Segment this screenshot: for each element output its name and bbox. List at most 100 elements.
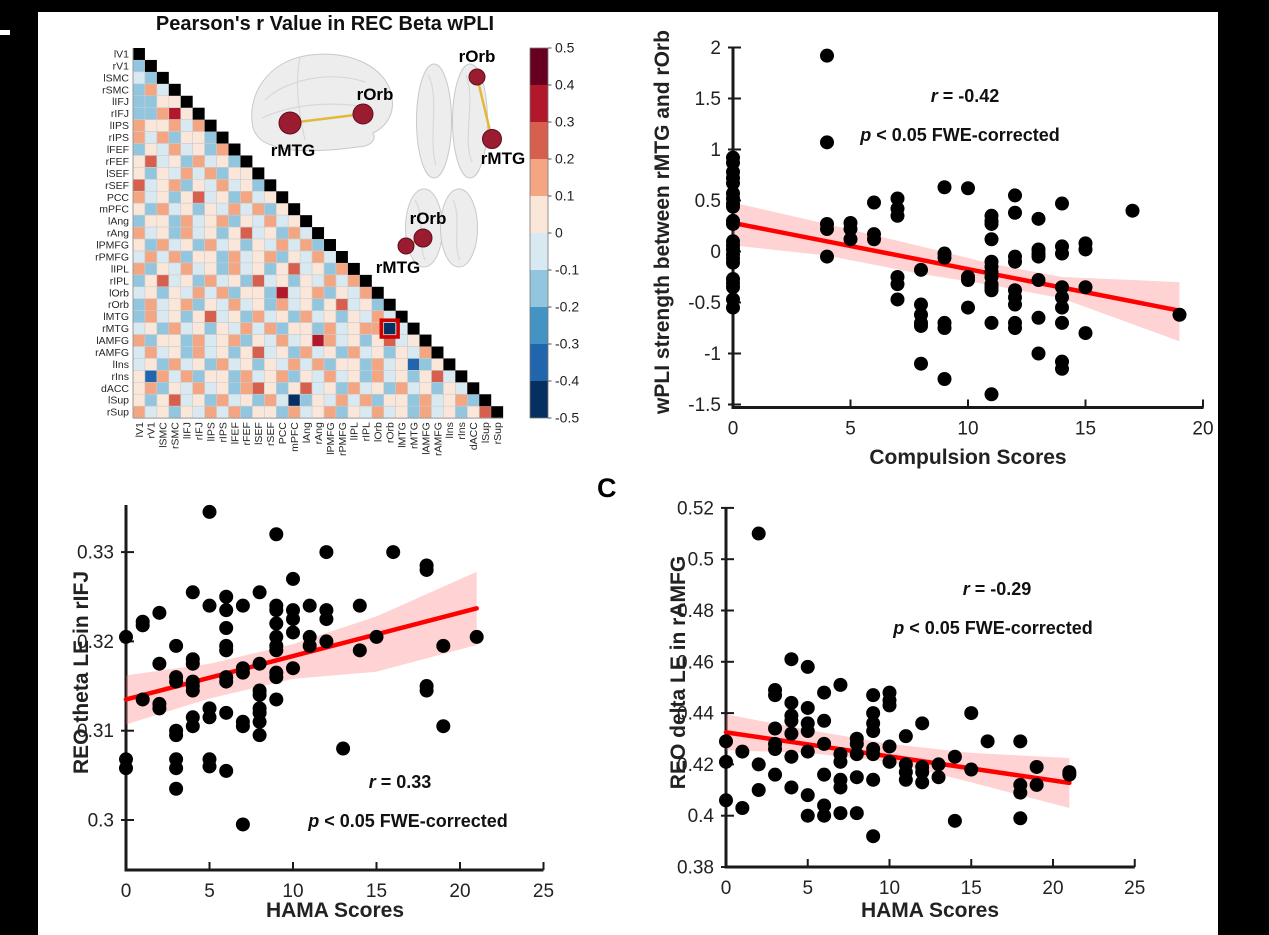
heatmap-cell: [323, 286, 337, 300]
y-tick-label: 0.52: [677, 498, 714, 519]
y-tick-label: 0.31: [77, 721, 114, 742]
heatmap-cell: [299, 370, 313, 383]
heatmap-cell: [335, 298, 349, 311]
row-label: rIFJ: [111, 108, 129, 120]
heatmap-cell: [287, 322, 301, 335]
data-point: [1031, 273, 1046, 288]
col-label: lSMC: [158, 422, 170, 448]
heatmap-cell: [323, 370, 337, 383]
data-point: [768, 688, 783, 703]
heatmap-cell: [132, 393, 146, 407]
axis-ticks: 0 5 10 15 20 25 0.52 0.5 0.48 0.46 0.44 0.42 0.4 0.38: [677, 498, 1145, 899]
x-tick-label: 5: [802, 878, 813, 899]
heatmap-cell: [228, 358, 241, 371]
data-point: [419, 683, 434, 698]
diagonal-cell: [347, 262, 360, 275]
data-point: [961, 181, 975, 196]
data-point: [286, 625, 300, 640]
data-points: [119, 504, 484, 832]
y-tick-label: 0.4: [688, 806, 715, 827]
heatmap-cell: [335, 382, 349, 395]
row-label: rPMFG: [95, 251, 129, 263]
heatmap-cell: [443, 370, 456, 383]
heatmap-cell: [287, 393, 301, 407]
confidence-band: [726, 714, 1070, 809]
heatmap-cell: [216, 226, 229, 240]
heatmap-cell: [275, 202, 289, 216]
scatter-tr-ylabel: wPLI strength between rMTG and rOrb: [651, 30, 674, 414]
heatmap-cell: [240, 382, 253, 395]
heatmap-cell: [180, 202, 193, 216]
data-point: [800, 744, 815, 759]
x-tick-label: 20: [1042, 878, 1063, 899]
heatmap-cell: [168, 346, 182, 359]
heatmap-cell: [192, 310, 205, 323]
data-point: [235, 817, 250, 832]
heatmap-cell: [156, 274, 170, 288]
heatmap-cell: [264, 358, 277, 371]
col-label: rSMC: [170, 422, 182, 449]
heatmap-cell: [395, 370, 408, 383]
heatmap-cell: [132, 370, 146, 383]
heatmap-cell: [431, 370, 444, 383]
y-tick-label: 0.32: [77, 632, 114, 653]
heatmap-cell: [192, 202, 205, 216]
heatmap-cell: [216, 262, 229, 276]
data-point: [984, 232, 999, 247]
heatmap-cell: [252, 393, 265, 407]
data-point: [152, 701, 167, 716]
heatmap-cell: [204, 167, 217, 180]
data-point: [252, 687, 267, 702]
heatmap-cell: [347, 405, 361, 419]
x-tick-label: 10: [282, 881, 303, 902]
heatmap-cell: [359, 334, 373, 347]
row-label: rIPS: [109, 132, 129, 144]
scatter-hama-delta: 0 5 10 15 20 25 0.52 0.5 0.48 0.46 0.44 0.42 0.4 0.38: [677, 498, 1145, 899]
data-point: [219, 603, 234, 618]
data-point: [726, 280, 740, 295]
colorbar-segment: [530, 270, 548, 307]
heatmap-cell: [264, 250, 277, 264]
x-tick-label: 20: [1192, 419, 1213, 440]
data-point: [319, 634, 334, 649]
data-point: [984, 315, 999, 330]
heatmap-cell: [132, 119, 146, 132]
data-point: [820, 222, 834, 237]
heatmap-cell: [240, 274, 253, 288]
col-label: lPMFG: [325, 422, 337, 455]
data-point: [219, 763, 234, 778]
data-point: [890, 208, 905, 223]
data-point: [817, 808, 832, 823]
heatmap-cell: [228, 190, 241, 204]
heatmap-cell: [287, 382, 301, 395]
y-tick-label: 0.33: [77, 543, 114, 564]
data-point: [1008, 254, 1022, 269]
heatmap-cell: [228, 382, 241, 395]
heatmap-cell: [132, 190, 146, 204]
heatmap-cell: [383, 393, 396, 407]
data-point: [726, 176, 740, 191]
heatmap-cell: [168, 393, 182, 407]
x-tick-label: 5: [204, 881, 215, 902]
heatmap-cell: [287, 238, 301, 252]
data-point: [914, 297, 928, 312]
data-point: [302, 598, 317, 613]
heatmap-cell: [407, 405, 420, 419]
x-tick-label: 10: [957, 419, 978, 440]
heatmap-cell: [192, 214, 205, 228]
diagonal-cell: [455, 370, 468, 383]
data-point: [252, 714, 267, 729]
heatmap-cell: [264, 286, 277, 300]
heatmap-cell: [299, 262, 313, 276]
data-point: [135, 618, 150, 633]
data-point: [784, 713, 799, 728]
brain-node: [397, 237, 415, 255]
heatmap-cell: [216, 202, 229, 216]
scatter-bl-xlabel: HAMA Scores: [265, 899, 405, 922]
data-point: [784, 652, 799, 667]
data-point: [1078, 326, 1093, 341]
col-label: rSEF: [265, 422, 277, 446]
data-point: [768, 742, 783, 757]
data-point: [185, 719, 200, 734]
data-point: [302, 638, 317, 653]
